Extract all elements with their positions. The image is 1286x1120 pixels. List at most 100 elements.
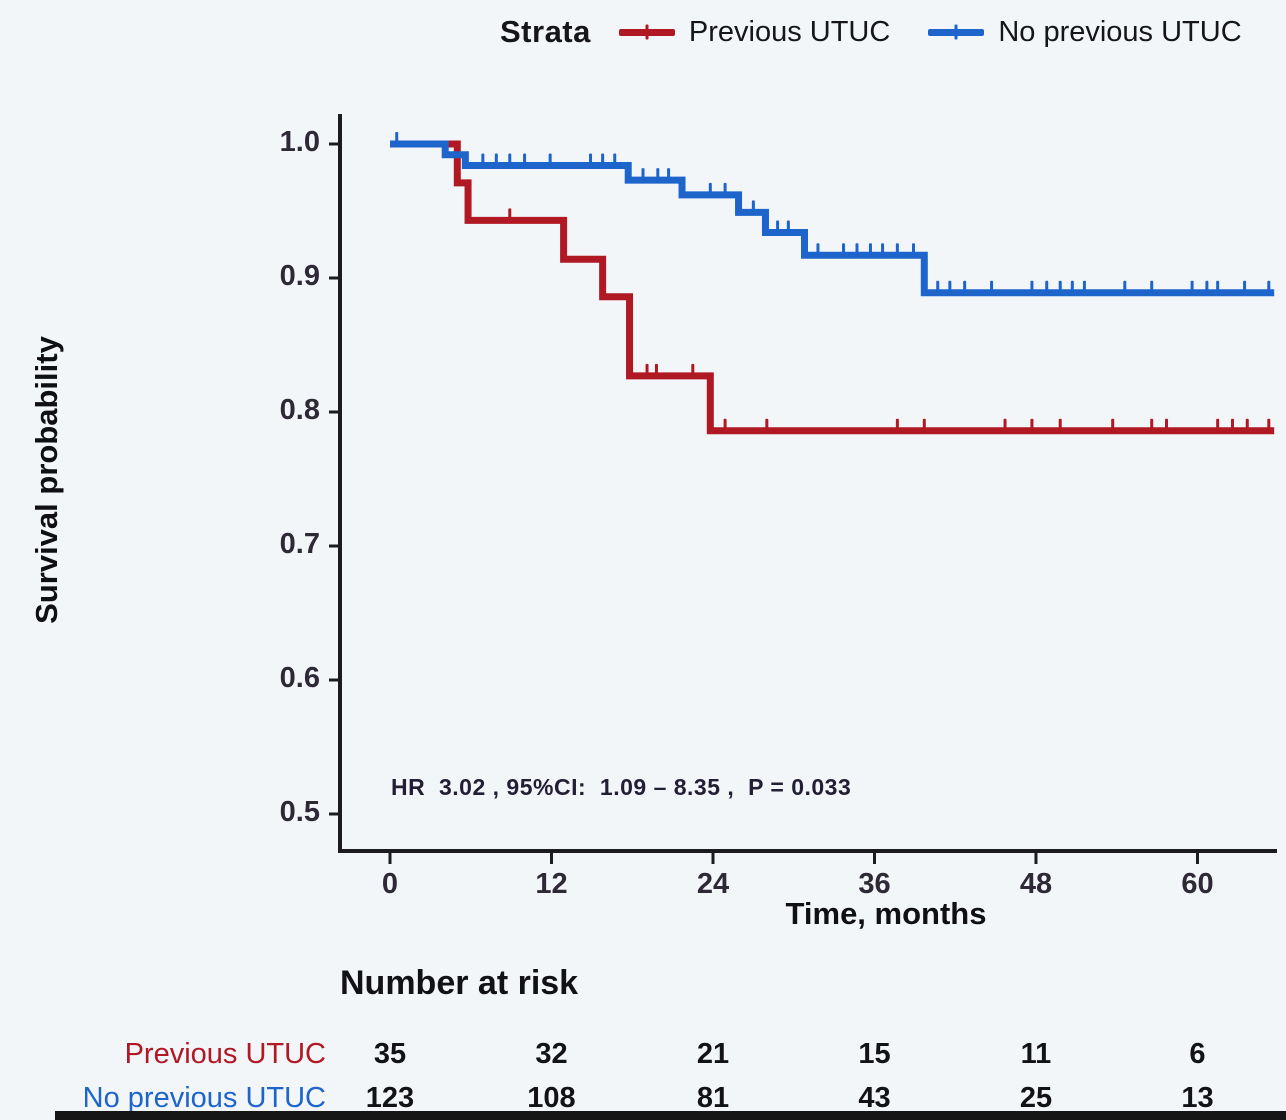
censor-tick [881, 243, 885, 258]
legend-item-no-previous-utuc: No previous UTUC [928, 15, 1242, 49]
risk-value: 108 [527, 1082, 576, 1114]
legend-label-no-previous-utuc: No previous UTUC [998, 15, 1242, 48]
censor-tick [1123, 280, 1127, 295]
censor-tick [1205, 280, 1209, 295]
censor-tick [895, 243, 899, 258]
censor-tick [1111, 418, 1115, 433]
risk-value: 35 [373, 1038, 407, 1070]
risk-row-label-previous-utuc: Previous UTUC [124, 1038, 326, 1070]
censor-tick [1190, 280, 1194, 295]
risk-value: 123 [365, 1082, 415, 1114]
censor-tick [912, 243, 916, 258]
legend-item-previous-utuc: Previous UTUC [618, 15, 891, 49]
censor-tick [1165, 418, 1169, 433]
censor-tick [936, 280, 940, 295]
censor-tick [1030, 418, 1034, 433]
censor-tick [922, 418, 926, 433]
censor-tick [691, 363, 695, 378]
y-tick-label: 1.0 [279, 126, 320, 158]
censor-tick [523, 153, 527, 168]
survival-curve-previous-utuc [390, 140, 1275, 435]
censor-tick-icon [645, 24, 649, 40]
censor-tick [1045, 280, 1049, 295]
censor-tick [765, 418, 769, 433]
risk-value: 21 [696, 1038, 730, 1070]
risk-value: 13 [1181, 1082, 1214, 1114]
risk-value: 15 [858, 1038, 891, 1070]
censor-tick [1150, 418, 1154, 433]
censor-tick [395, 132, 399, 146]
censor-tick [641, 168, 645, 183]
censor-tick [654, 363, 658, 378]
y-tick-label: 0.7 [279, 528, 320, 560]
censor-tick [855, 243, 859, 258]
censor-tick [963, 280, 967, 295]
censor-tick [494, 153, 498, 168]
censor-tick [1245, 418, 1249, 433]
censor-tick [645, 363, 649, 378]
censor-tick [842, 243, 846, 258]
censor-tick [1230, 418, 1234, 433]
censor-tick [1030, 280, 1034, 295]
risk-value: 11 [1020, 1038, 1052, 1070]
censor-tick [508, 153, 512, 168]
censor-tick [613, 153, 617, 168]
hr-annotation: HR 3.02 , 95%CI: 1.09 – 8.35 , P = 0.033 [391, 774, 852, 800]
censor-tick [1003, 418, 1007, 433]
censor-tick [667, 168, 671, 183]
x-tick-label: 60 [1181, 868, 1214, 900]
censor-tick [723, 182, 727, 197]
censor-tick [751, 200, 755, 215]
censor-tick [708, 182, 712, 197]
censor-tick [948, 280, 952, 295]
censor-tick [723, 418, 727, 433]
legend-key-line-previous-utuc [618, 24, 675, 40]
censor-tick [548, 153, 552, 168]
censor-tick [481, 153, 485, 168]
censor-tick [1267, 418, 1271, 433]
censor-tick [1082, 280, 1086, 295]
km-plot-svg [329, 114, 1277, 864]
censor-tick [1058, 418, 1062, 433]
censor-tick [656, 168, 660, 183]
legend: Strata Previous UTUC No previous UTUC [500, 8, 1242, 56]
censor-tick [508, 208, 512, 223]
x-axis-title: Time, months [785, 896, 987, 931]
x-tick-label: 0 [381, 868, 399, 900]
censor-tick [1243, 280, 1247, 295]
bottom-border-bar [55, 1111, 1286, 1120]
censor-tick [990, 280, 994, 295]
legend-title: Strata [500, 14, 591, 49]
censor-tick [1216, 280, 1220, 295]
y-tick-label: 0.9 [279, 260, 320, 292]
censor-tick [1070, 280, 1074, 295]
censor-tick [1058, 280, 1062, 295]
x-tick-label: 24 [696, 868, 730, 900]
censor-tick [589, 153, 593, 168]
legend-label-previous-utuc: Previous UTUC [688, 15, 891, 48]
censor-tick [776, 220, 780, 235]
x-tick-label: 12 [535, 868, 568, 900]
censor-tick [1267, 280, 1271, 295]
censor-tick [868, 243, 872, 258]
risk-value: 43 [858, 1082, 891, 1114]
risk-row-label-no-previous-utuc: No previous UTUC [82, 1082, 326, 1114]
censor-tick-icon [954, 24, 958, 40]
censor-tick [1150, 280, 1154, 295]
legend-key-line-no-previous-utuc [928, 24, 985, 40]
y-tick-label: 0.8 [279, 394, 320, 426]
risk-value: 25 [1019, 1082, 1053, 1114]
y-tick-label: 0.5 [279, 796, 320, 828]
risk-value: 81 [696, 1082, 730, 1114]
censor-tick [786, 220, 790, 235]
risk-table-title: Number at risk [340, 964, 579, 1002]
censor-tick [816, 243, 820, 258]
risk-value: 32 [535, 1038, 568, 1070]
x-tick-label: 36 [858, 868, 891, 900]
risk-value: 6 [1189, 1038, 1206, 1070]
censor-tick [1216, 418, 1220, 433]
censor-tick [895, 418, 899, 433]
y-tick-label: 0.6 [279, 662, 320, 694]
censor-tick [601, 153, 605, 168]
